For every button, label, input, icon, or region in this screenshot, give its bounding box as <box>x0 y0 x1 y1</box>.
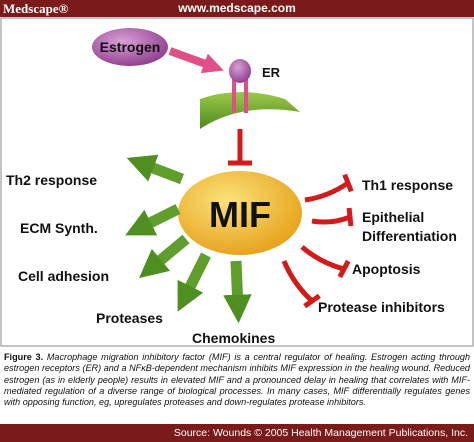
process-label: Th2 response <box>6 172 97 188</box>
activation-arrow <box>223 260 252 324</box>
estrogen-node <box>92 28 168 66</box>
process-label: Protease inhibitors <box>318 299 445 315</box>
process-label: Differentiation <box>362 228 457 244</box>
activation-arrow <box>126 154 184 185</box>
process-label: Cell adhesion <box>18 268 109 284</box>
process-label: Apoptosis <box>352 261 421 277</box>
inhibition-line <box>300 245 345 272</box>
diagram: Estrogen ER MIF Th2 response ECM Synth. Ce… <box>0 17 474 347</box>
activation-arrow <box>177 252 211 312</box>
inhibition-bar <box>337 259 351 279</box>
header-brand: Medscape® <box>3 1 69 16</box>
process-label: Chemokines <box>192 330 275 346</box>
figure-label: Figure 3. <box>4 352 44 362</box>
source: Source: Wounds © 2005 Health Management … <box>173 427 468 439</box>
header-bar: www.medscape.com Medscape® <box>0 0 474 17</box>
receptor-label: ER <box>262 65 281 80</box>
process-label: Epithelial <box>362 209 424 225</box>
header-url: www.medscape.com <box>178 1 296 15</box>
footer-bar: Source: Wounds © 2005 Health Management … <box>0 424 474 442</box>
inhibition-bar <box>303 293 321 309</box>
binding-arrow <box>168 47 224 74</box>
mif-node <box>178 171 302 255</box>
process-label: Proteases <box>96 310 163 326</box>
activation-arrow <box>139 234 190 279</box>
inhibition-bar <box>342 173 354 193</box>
estrogen-label: Estrogen <box>100 39 161 55</box>
inhibition-bar <box>346 207 354 227</box>
membrane <box>200 92 300 129</box>
caption-text: Macrophage migration inhibitory factor (… <box>4 352 470 408</box>
inhibition-line <box>304 180 350 203</box>
mif-label: MIF <box>209 194 271 235</box>
activation-arrow <box>125 204 181 236</box>
receptor <box>229 59 251 83</box>
process-label: Th1 response <box>362 177 453 193</box>
process-label: ECM Synth. <box>20 220 98 236</box>
inhibition-line <box>281 260 314 303</box>
caption: Figure 3. Macrophage migration inhibitor… <box>4 352 470 408</box>
inhibition-line <box>311 214 351 225</box>
